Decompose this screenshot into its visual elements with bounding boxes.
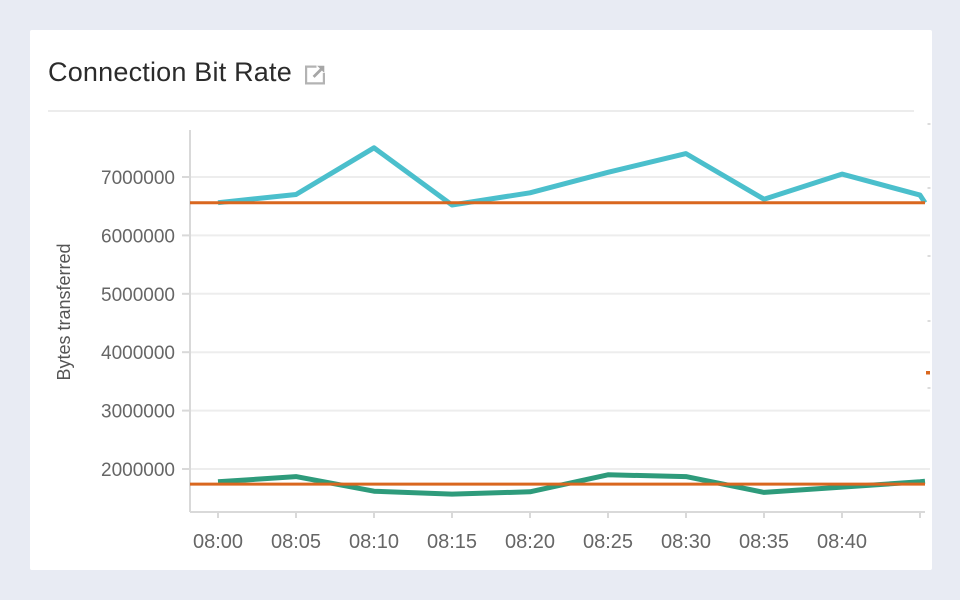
x-tick-label: 08:40 bbox=[817, 531, 867, 553]
y-tick-label: 5000000 bbox=[101, 285, 175, 306]
y-tick-label: 3000000 bbox=[101, 402, 175, 423]
clipped-edge-mark bbox=[927, 123, 931, 125]
chart-card: Connection Bit Rate 2000000 3000000 400000… bbox=[30, 30, 932, 570]
clipped-edge-mark bbox=[927, 387, 931, 389]
y-tick-label: 6000000 bbox=[101, 226, 175, 247]
x-tick-label: 08:10 bbox=[349, 531, 399, 553]
external-link-icon[interactable] bbox=[303, 54, 327, 87]
x-tick-label: 08:30 bbox=[661, 531, 711, 553]
clipped-edge-mark bbox=[927, 255, 931, 257]
header-divider bbox=[48, 110, 914, 112]
clipped-edge-mark-orange bbox=[926, 371, 930, 375]
y-tick-label: 7000000 bbox=[101, 168, 175, 189]
clipped-edge-mark bbox=[927, 320, 931, 322]
x-tick-label: 08:35 bbox=[739, 531, 789, 553]
x-tick-label: 08:00 bbox=[193, 531, 243, 553]
y-axis-title: Bytes transferred bbox=[54, 243, 74, 380]
x-tick-label: 08:25 bbox=[583, 531, 633, 553]
y-tick-label: 2000000 bbox=[101, 460, 175, 481]
clipped-edge-mark bbox=[927, 187, 931, 189]
teal-series-line bbox=[217, 145, 928, 208]
x-tick-label: 08:05 bbox=[271, 531, 321, 553]
x-tick-label: 08:15 bbox=[427, 531, 477, 553]
chart-header: Connection Bit Rate bbox=[30, 30, 932, 110]
y-tick-label: 4000000 bbox=[101, 343, 175, 364]
chart-title: Connection Bit Rate bbox=[48, 56, 292, 87]
bit-rate-chart: 2000000 3000000 4000000 5000000 6000000 70000… bbox=[54, 123, 931, 553]
x-tick-label: 08:20 bbox=[505, 531, 555, 553]
